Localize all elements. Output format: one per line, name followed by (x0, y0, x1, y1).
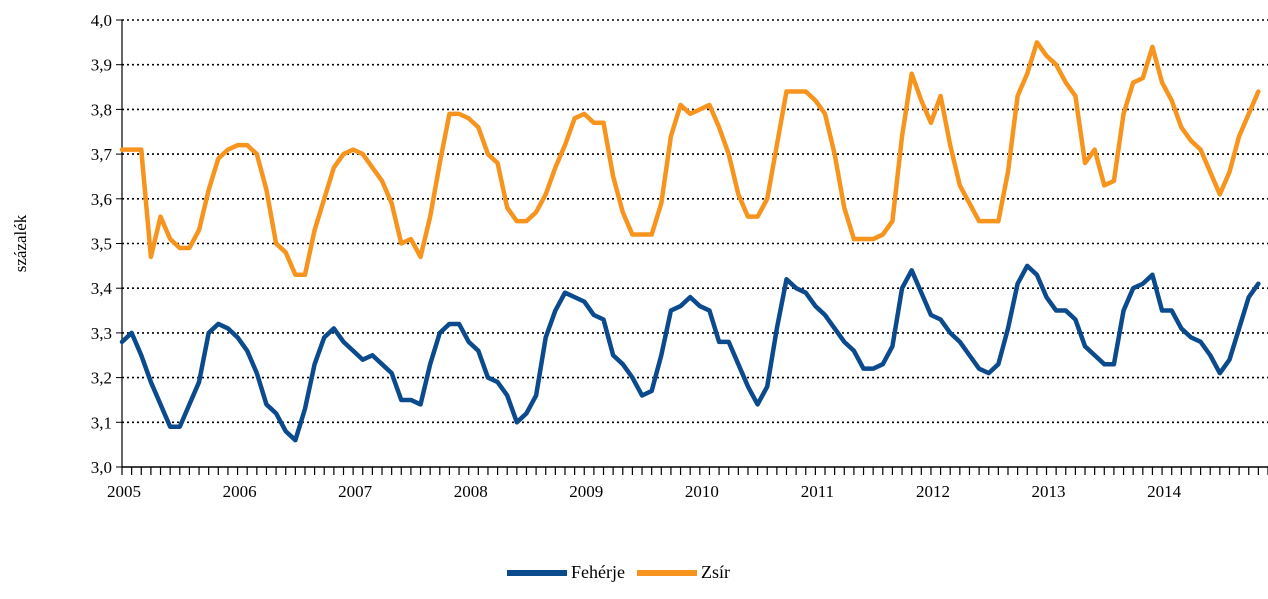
series-line (119, 40, 1261, 278)
y-tick-label: 3,5 (91, 235, 112, 254)
x-tick-label: 2013 (1032, 482, 1066, 501)
legend-label: Fehérje (571, 562, 625, 582)
x-tick-label: 2007 (338, 482, 373, 501)
x-tick-label: 2009 (569, 482, 603, 501)
y-tick-label: 3,6 (91, 190, 112, 209)
x-tick-label: 2005 (107, 482, 141, 501)
y-axis-ticks: 3,0 3,1 3,2 3,3 3,4 3,5 3,6 3,7 3,8 3,9 4,0 (91, 11, 123, 477)
series-lines (119, 40, 1261, 443)
gridlines (122, 19, 1268, 424)
x-axis: 2005 2006 2007 2008 2009 2010 2011 2012 2013 2014 (107, 466, 1268, 501)
x-tick-label: 2010 (685, 482, 719, 501)
x-tick-label: 2011 (801, 482, 834, 501)
series-line (119, 263, 1261, 443)
y-tick-label: 3,2 (91, 369, 112, 388)
y-tick-label: 3,9 (91, 56, 112, 75)
y-axis-title: százalék (11, 214, 30, 272)
x-tick-label: 2014 (1147, 482, 1182, 501)
x-tick-label: 2012 (916, 482, 950, 501)
y-tick-label: 3,4 (91, 279, 113, 298)
y-tick-label: 3,8 (91, 100, 112, 119)
y-tick-label: 3,1 (91, 413, 112, 432)
legend: Fehérje Zsír (507, 562, 730, 582)
x-tick-label: 2006 (223, 482, 257, 501)
y-tick-label: 3,3 (91, 324, 112, 343)
legend-label: Zsír (701, 562, 730, 582)
y-tick-label: 3,7 (91, 145, 113, 164)
x-tick-label: 2008 (454, 482, 488, 501)
y-tick-label: 3,0 (91, 458, 112, 477)
y-tick-label: 4,0 (91, 11, 112, 30)
